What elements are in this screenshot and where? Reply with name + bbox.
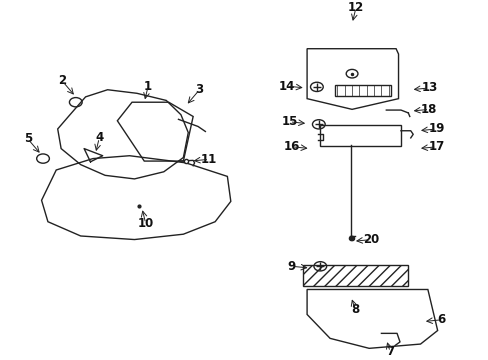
Text: 19: 19	[427, 122, 444, 135]
Text: 3: 3	[195, 83, 203, 96]
Text: 5: 5	[24, 132, 32, 145]
Text: 8: 8	[350, 303, 358, 316]
Text: 14: 14	[278, 80, 295, 93]
Text: 1: 1	[144, 80, 152, 93]
Text: 20: 20	[363, 233, 379, 246]
Text: 11: 11	[201, 153, 217, 166]
Text: 16: 16	[283, 140, 300, 153]
Text: 15: 15	[281, 115, 297, 128]
Text: 4: 4	[95, 131, 103, 144]
Text: 18: 18	[420, 103, 437, 116]
Text: 10: 10	[137, 217, 154, 230]
Text: 6: 6	[437, 313, 445, 326]
Text: 9: 9	[287, 260, 295, 273]
Text: 7: 7	[386, 345, 393, 359]
Text: 17: 17	[427, 140, 444, 153]
Text: 12: 12	[347, 1, 364, 14]
Text: 13: 13	[420, 81, 437, 94]
Text: 2: 2	[58, 74, 66, 87]
